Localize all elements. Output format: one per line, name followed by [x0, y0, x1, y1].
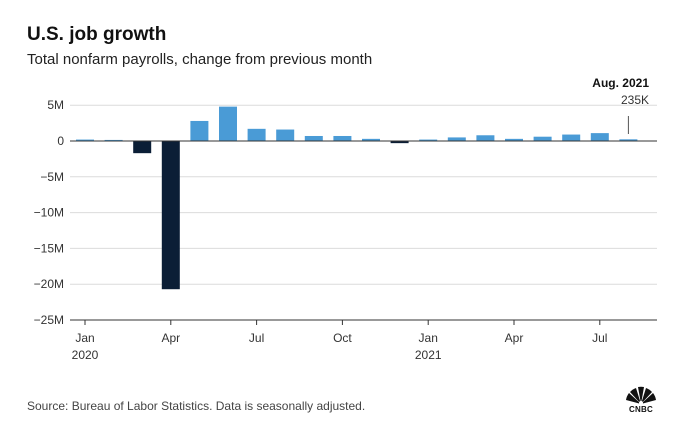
bar: [476, 135, 495, 141]
bar: [619, 139, 638, 141]
annotation-value: 235K: [621, 93, 649, 107]
bar: [247, 128, 266, 141]
chart-title: U.S. job growth: [27, 24, 167, 45]
bar: [590, 133, 609, 141]
bar: [505, 138, 523, 141]
x-tick-label: Jan: [75, 331, 94, 345]
y-tick-label: −10M: [34, 206, 64, 220]
chart-subtitle: Total nonfarm payrolls, change from prev…: [27, 51, 373, 68]
y-tick-label: −15M: [34, 241, 64, 255]
peacock-icon: [626, 386, 656, 405]
bar: [190, 120, 209, 141]
bar: [419, 139, 438, 141]
bar: [533, 136, 552, 141]
bar: [562, 134, 581, 141]
bar: [390, 141, 409, 144]
cnbc-logo: CNBC: [623, 383, 659, 415]
x-tick-label: Jul: [592, 331, 607, 345]
bar-chart: 5M 0 −5M −10M −15M −20M −25M Jan 2020 Apr Jul Oct Ja…: [34, 76, 657, 362]
source-note: Source: Bureau of Labor Statistics. Data…: [27, 399, 366, 413]
bar: [76, 139, 94, 141]
y-tick-label: −5M: [40, 170, 64, 184]
x-tick-year-label: 2021: [415, 348, 442, 362]
bar: [133, 141, 152, 154]
logo-text: CNBC: [629, 405, 653, 414]
bar: [276, 129, 295, 141]
x-tick-label: Oct: [333, 331, 352, 345]
x-tick-label: Apr: [505, 331, 524, 345]
bar: [447, 137, 466, 141]
y-tick-label: 0: [57, 134, 64, 148]
x-tick-label: Apr: [161, 331, 180, 345]
bar: [104, 139, 123, 141]
x-tick-label: Jul: [249, 331, 264, 345]
y-tick-label: 5M: [47, 98, 64, 112]
x-tick-year-label: 2020: [72, 348, 99, 362]
bar: [304, 135, 323, 141]
bar: [161, 141, 180, 290]
x-tick-label: Jan: [419, 331, 438, 345]
annotation-title: Aug. 2021: [592, 76, 649, 90]
bar: [219, 106, 237, 141]
y-tick-label: −25M: [34, 313, 64, 327]
bar: [333, 135, 352, 141]
bar: [362, 138, 380, 141]
y-tick-label: −20M: [34, 277, 64, 291]
